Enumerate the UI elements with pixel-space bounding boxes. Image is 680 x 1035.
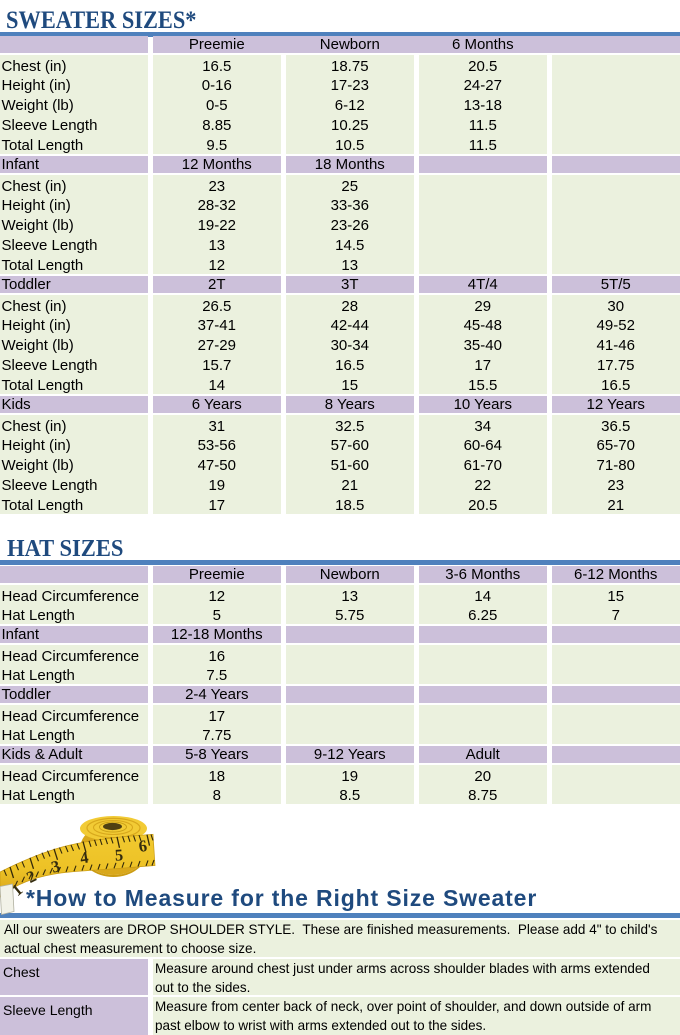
svg-text:6: 6: [137, 836, 148, 856]
svg-text:5: 5: [114, 845, 124, 865]
svg-text:4: 4: [79, 847, 90, 867]
